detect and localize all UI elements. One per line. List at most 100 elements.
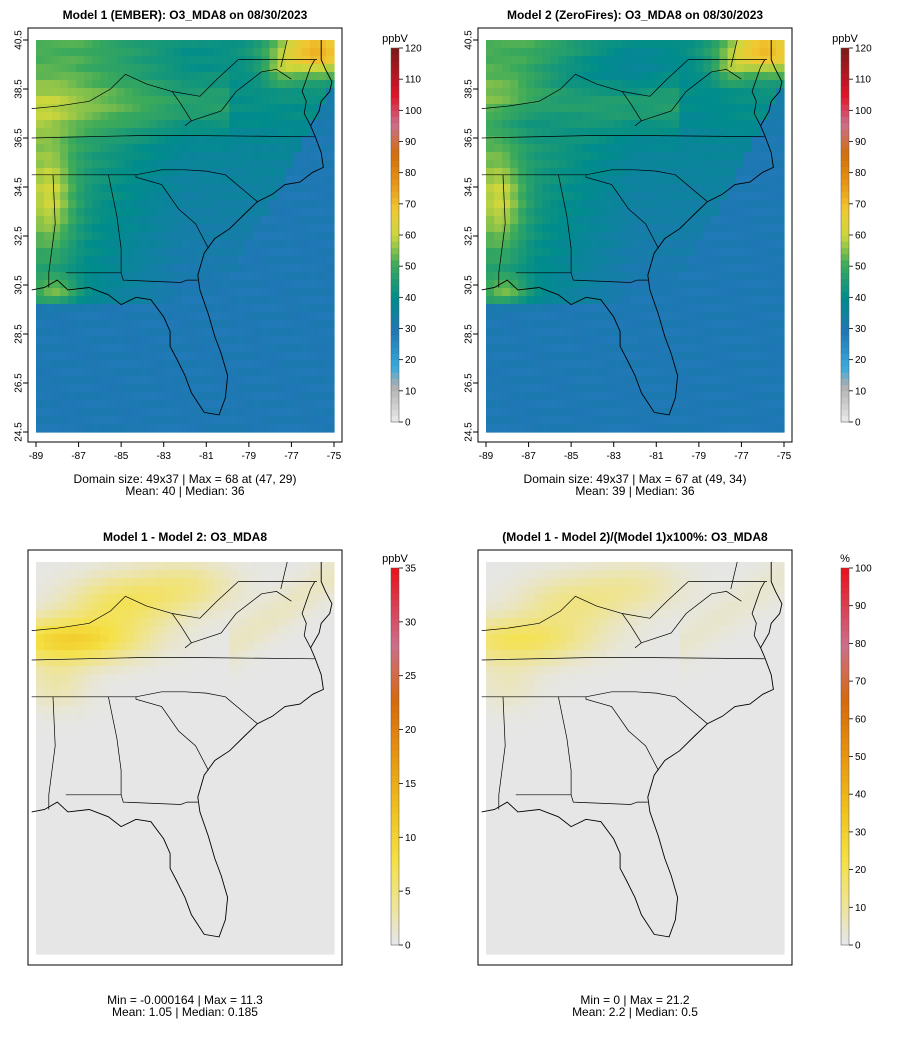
- heatmap-cell: [44, 946, 53, 955]
- heatmap-cell: [253, 184, 263, 193]
- heatmap-cell: [213, 160, 222, 169]
- heatmap-cell: [84, 802, 93, 811]
- heatmap-cell: [164, 882, 174, 891]
- heatmap-cell: [124, 304, 134, 313]
- heatmap-cell: [687, 88, 696, 97]
- heatmap-cell: [164, 722, 174, 731]
- heatmap-cell: [221, 184, 230, 193]
- heatmap-cell: [237, 368, 246, 377]
- heatmap-cell: [566, 168, 576, 177]
- heatmap-cell: [172, 144, 182, 153]
- heatmap-cell: [703, 96, 713, 105]
- heatmap-cell: [164, 392, 174, 401]
- heatmap-cell: [52, 56, 61, 65]
- heatmap-cell: [36, 168, 45, 177]
- legend-swatch: [841, 210, 849, 217]
- heatmap-cell: [518, 376, 527, 385]
- heatmap-cell: [639, 248, 648, 257]
- heatmap-cell: [639, 424, 648, 433]
- heatmap-cell: [671, 176, 680, 185]
- heatmap-cell: [76, 722, 85, 731]
- heatmap-cell: [100, 168, 110, 177]
- heatmap-cell: [164, 56, 174, 65]
- heatmap-cell: [60, 738, 69, 747]
- heatmap-cell: [205, 666, 214, 675]
- heatmap-cell: [52, 834, 61, 843]
- heatmap-cell: [775, 408, 785, 417]
- heatmap-cell: [205, 690, 214, 699]
- heatmap-cell: [655, 56, 664, 65]
- heatmap-cell: [622, 320, 632, 329]
- heatmap-cell: [116, 794, 126, 803]
- heatmap-cell: [108, 368, 118, 377]
- heatmap-cell: [76, 288, 85, 297]
- heatmap-cell: [132, 778, 142, 787]
- heatmap-cell: [213, 96, 222, 105]
- heatmap-cell: [518, 192, 527, 201]
- heatmap-cell: [164, 914, 174, 923]
- heatmap-cell: [550, 64, 560, 73]
- heatmap-cell: [502, 416, 511, 425]
- heatmap-cell: [52, 216, 61, 225]
- heatmap-cell: [237, 40, 246, 49]
- heatmap-cell: [542, 160, 552, 169]
- heatmap-cell: [189, 802, 198, 811]
- heatmap-cell: [775, 128, 785, 137]
- heatmap-cell: [237, 232, 246, 241]
- heatmap-cell: [92, 594, 102, 603]
- heatmap-cell: [590, 304, 600, 313]
- heatmap-cell: [630, 160, 640, 169]
- heatmap-cell: [60, 722, 69, 731]
- heatmap-cell: [189, 296, 198, 305]
- heatmap-cell: [213, 416, 222, 425]
- heatmap-cell: [534, 360, 543, 369]
- heatmap-cell: [502, 352, 511, 361]
- heatmap-cell: [36, 762, 45, 771]
- heatmap-cell: [221, 344, 230, 353]
- heatmap-cell: [36, 706, 45, 715]
- legend-swatch: [391, 409, 399, 417]
- heatmap-cell: [84, 826, 93, 835]
- heatmap-cell: [189, 578, 198, 587]
- heatmap-cell: [68, 240, 77, 249]
- heatmap-cell: [775, 368, 785, 377]
- heatmap-cell: [743, 280, 753, 289]
- legend-swatch: [841, 372, 849, 379]
- heatmap-cell: [44, 312, 53, 321]
- heatmap-cell: [132, 802, 142, 811]
- heatmap-cell: [639, 72, 648, 81]
- heatmap-cell: [205, 866, 214, 875]
- heatmap-cell: [687, 224, 696, 233]
- heatmap-cell: [542, 336, 552, 345]
- heatmap-cell: [751, 384, 761, 393]
- heatmap-cell: [140, 224, 150, 233]
- heatmap-cell: [598, 408, 608, 417]
- x-tick-label: -89: [479, 451, 494, 462]
- heatmap-cell: [775, 152, 785, 161]
- heatmap-cell: [743, 408, 753, 417]
- heatmap-cell: [261, 184, 271, 193]
- heatmap-cell: [630, 80, 640, 89]
- heatmap-cell: [52, 64, 61, 73]
- heatmap-cell: [663, 88, 672, 97]
- heatmap-cell: [261, 168, 271, 177]
- heatmap-cell: [197, 786, 206, 795]
- heatmap-cell: [68, 570, 77, 579]
- heatmap-cell: [743, 96, 753, 105]
- heatmap-cell: [566, 48, 576, 57]
- heatmap-cell: [253, 344, 263, 353]
- heatmap-cell: [140, 128, 150, 137]
- heatmap-cell: [60, 922, 69, 931]
- heatmap-cell: [221, 280, 230, 289]
- heatmap-cell: [84, 392, 93, 401]
- heatmap-cell: [132, 304, 142, 313]
- heatmap-cell: [639, 40, 648, 49]
- heatmap-cell: [180, 360, 190, 369]
- heatmap-cell: [108, 352, 118, 361]
- legend-swatch: [841, 291, 849, 298]
- heatmap-cell: [759, 168, 769, 177]
- heatmap-cell: [743, 264, 753, 273]
- heatmap-cell: [140, 810, 150, 819]
- heatmap-cell: [261, 296, 271, 305]
- heatmap-cell: [655, 224, 664, 233]
